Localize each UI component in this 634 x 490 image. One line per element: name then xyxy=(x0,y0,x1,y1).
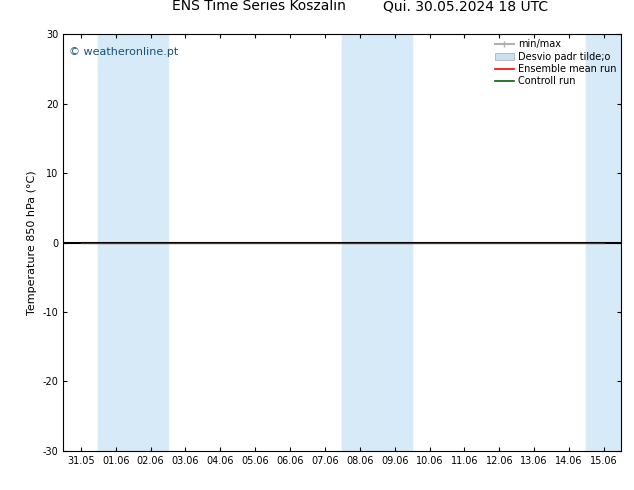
Bar xyxy=(586,34,621,451)
Bar xyxy=(342,34,377,451)
Text: Qui. 30.05.2024 18 UTC: Qui. 30.05.2024 18 UTC xyxy=(382,0,548,13)
Y-axis label: Temperature 850 hPa (°C): Temperature 850 hPa (°C) xyxy=(27,170,37,315)
Text: ENS Time Series Koszalin: ENS Time Series Koszalin xyxy=(172,0,346,13)
Text: © weatheronline.pt: © weatheronline.pt xyxy=(69,47,178,57)
Bar xyxy=(377,34,412,451)
Bar xyxy=(98,34,133,451)
Bar xyxy=(133,34,168,451)
Legend: min/max, Desvio padr tilde;o, Ensemble mean run, Controll run: min/max, Desvio padr tilde;o, Ensemble m… xyxy=(493,37,618,88)
